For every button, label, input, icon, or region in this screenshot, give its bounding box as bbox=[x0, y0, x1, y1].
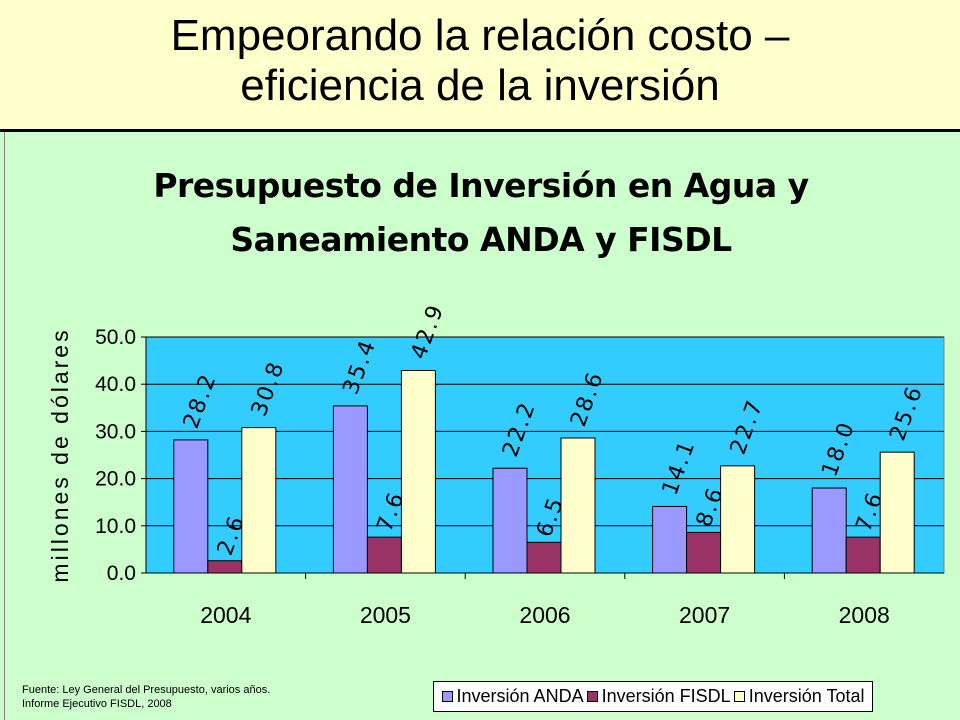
legend-label-anda: Inversión ANDA bbox=[456, 686, 584, 706]
x-tick-label: 2006 bbox=[519, 602, 570, 628]
bar-total-2006 bbox=[560, 437, 596, 574]
bar-total-2005 bbox=[400, 370, 436, 574]
y-tick-label: 50.0 bbox=[95, 326, 136, 349]
y-tick-label: 20.0 bbox=[95, 468, 136, 491]
legend-item-anda: Inversión ANDA bbox=[441, 686, 584, 707]
chart-area: Presupuesto de Inversión en Agua y Sanea… bbox=[4, 132, 957, 720]
bar-fisdl-2008 bbox=[845, 536, 881, 574]
slide-title-band: Empeorando la relación costo – eficienci… bbox=[0, 0, 960, 132]
y-tick-label: 40.0 bbox=[95, 373, 136, 396]
legend-label-fisdl: Inversión FISDL bbox=[601, 686, 731, 706]
chart-title-line-2: Saneamiento ANDA y FISDL bbox=[230, 220, 732, 259]
bar-chart: 0.0 10.0 20.0 30.0 40.0 50.0 millones de dólar… bbox=[47, 300, 945, 628]
legend-swatch-total bbox=[733, 691, 745, 702]
x-tick-label: 2004 bbox=[200, 602, 251, 628]
bar-total-2004 bbox=[241, 427, 277, 574]
y-axis-label: millones de dólares bbox=[47, 327, 73, 582]
source-line-2: Informe Ejecutivo FISDL, 2008 bbox=[22, 698, 172, 710]
y-tick-label: 10.0 bbox=[95, 515, 136, 538]
legend-swatch-fisdl bbox=[586, 691, 598, 702]
bar-fisdl-2004 bbox=[207, 560, 243, 574]
bar-fisdl-2007 bbox=[686, 531, 722, 574]
bar-anda-2008 bbox=[811, 487, 847, 574]
bar-fisdl-2006 bbox=[526, 541, 562, 574]
bar-fisdl-2005 bbox=[366, 536, 402, 574]
chart-title-line-1: Presupuesto de Inversión en Agua y bbox=[153, 166, 809, 205]
slide-title-line-2: eficiencia de la inversión bbox=[240, 61, 720, 110]
legend-item-total: Inversión Total bbox=[733, 686, 865, 707]
legend-swatch-anda bbox=[441, 691, 453, 702]
bar-anda-2004 bbox=[173, 439, 209, 574]
bar-total-2007 bbox=[720, 465, 756, 574]
source-line-1: Fuente: Ley General del Presupuesto, var… bbox=[22, 684, 271, 696]
source-note: Fuente: Ley General del Presupuesto, var… bbox=[22, 683, 270, 711]
plot-area bbox=[145, 336, 945, 574]
y-tick-label: 0.0 bbox=[107, 562, 136, 585]
legend-label-total: Inversión Total bbox=[748, 686, 865, 706]
y-tick-label: 30.0 bbox=[95, 420, 136, 443]
chart-legend: Inversión ANDA Inversión FISDL Inversión… bbox=[433, 681, 873, 712]
bar-anda-2006 bbox=[492, 467, 528, 574]
legend-item-fisdl: Inversión FISDL bbox=[586, 686, 731, 707]
x-tick-label: 2008 bbox=[839, 602, 890, 628]
x-tick-label: 2005 bbox=[360, 602, 411, 628]
bar-anda-2007 bbox=[652, 505, 688, 574]
slide-title-line-1: Empeorando la relación costo – bbox=[170, 11, 790, 60]
bar-total-2008 bbox=[879, 451, 915, 574]
bar-anda-2005 bbox=[332, 405, 368, 574]
x-tick-label: 2007 bbox=[679, 602, 730, 628]
